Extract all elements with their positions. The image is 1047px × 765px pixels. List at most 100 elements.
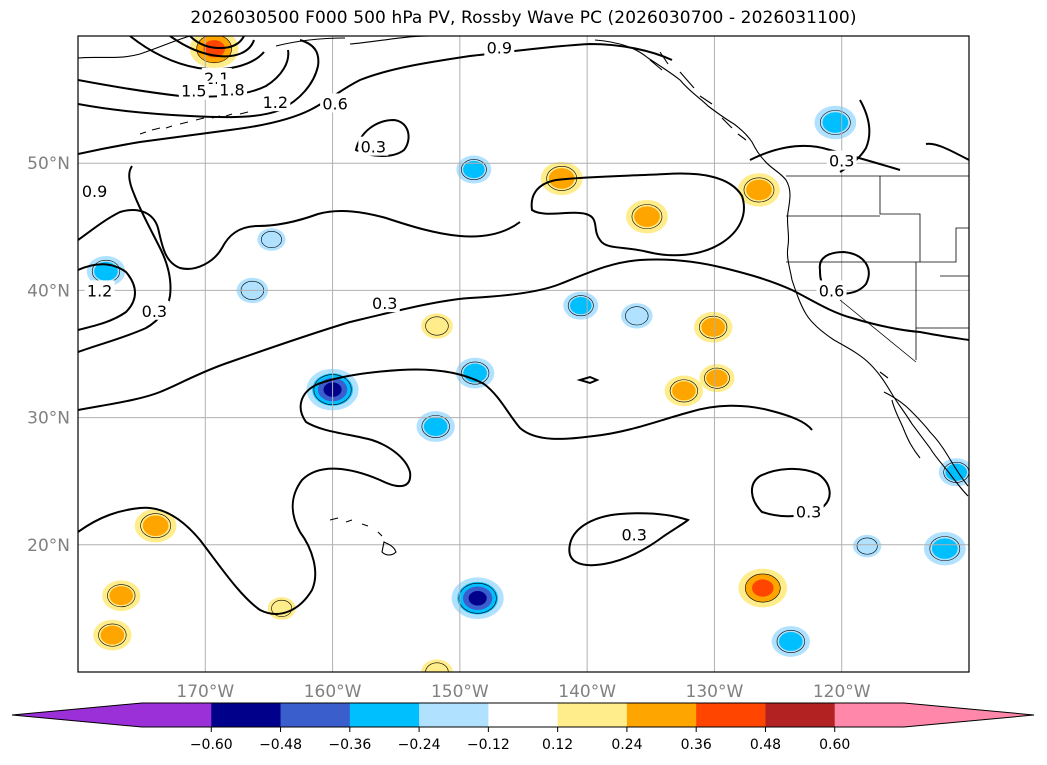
contour-label-bg: [217, 79, 248, 99]
anomaly-level: [463, 160, 485, 179]
anomaly-blob: [853, 534, 882, 558]
map-gridlines: [78, 36, 969, 672]
anomaly-blob: [664, 375, 704, 407]
anomaly-level: [746, 179, 772, 201]
colorbar-tick-label: 0.24: [611, 737, 642, 753]
colorbar-extend-under: [12, 703, 142, 727]
contour-label: 1.2: [87, 281, 112, 300]
anomaly-blob: [455, 357, 495, 389]
anomaly-outline: [625, 306, 649, 326]
anomaly-blob: [563, 291, 599, 320]
anomaly-level: [423, 417, 448, 436]
colorbar-cell: [488, 703, 559, 727]
anomaly-outline: [458, 582, 497, 614]
contour-label: 0.9: [82, 182, 107, 201]
lat-tick-label: 40°N: [27, 281, 70, 301]
anomaly-blob: [421, 313, 453, 339]
contour-label: 0.3: [372, 294, 397, 313]
colorbar-outline: [11, 702, 1035, 728]
anomaly-blob: [93, 619, 132, 651]
anomaly-level: [109, 586, 134, 606]
contour-label-bg: [139, 300, 170, 320]
anomaly-level: [751, 579, 774, 597]
anomaly-level: [142, 515, 169, 537]
anomaly-blob: [620, 303, 653, 329]
colorbar-tick-label: −0.24: [398, 737, 441, 753]
contour-label: 1.5: [181, 82, 206, 101]
colorbar-cell: [765, 703, 836, 727]
colorbar-cell: [280, 703, 351, 727]
colorbar-tick-label: −0.60: [190, 737, 233, 753]
anomaly-level: [931, 538, 958, 559]
anomaly-level: [94, 261, 118, 281]
anomaly-blob: [416, 411, 455, 442]
colorbar-cell: [696, 703, 766, 727]
colorbar-cell: [626, 703, 697, 727]
anomaly-outline: [704, 367, 730, 389]
colorbar-cell: [142, 703, 212, 727]
contour-0.3-subtropical-loop: [568, 512, 690, 567]
plot-frame: [77, 35, 970, 673]
contour-north-rings: [78, 36, 320, 119]
contour-label: 0.3: [142, 302, 167, 321]
anomaly-outline: [745, 573, 781, 603]
contour-label: 0.6: [322, 94, 347, 113]
colorbar-cell: [834, 703, 905, 727]
anomaly-level: [620, 303, 653, 329]
anomaly-outline: [776, 630, 805, 653]
contour-label-bg: [260, 92, 291, 112]
anomaly-outline: [107, 584, 136, 608]
contour-label-bg: [79, 181, 110, 201]
lon-tick-label: 160°W: [304, 682, 362, 702]
political-borders: [786, 175, 969, 363]
colorbar-tick-label: 0.48: [750, 737, 781, 753]
contour-labels: 0.92.11.5 1.81.2 0.60.30.30.91.20.3 0.30.60…: [79, 37, 857, 545]
anomaly-outline: [460, 159, 487, 181]
contour-label: 0.6: [819, 281, 844, 300]
anomaly-level: [570, 297, 592, 315]
anomaly-level: [822, 112, 849, 133]
anomaly-blob: [134, 508, 177, 543]
contour-label: 0.3: [622, 526, 647, 545]
anomaly-outline: [567, 295, 594, 317]
coastline-baja-gulf: [883, 391, 969, 487]
lat-tick-label: 20°N: [27, 536, 70, 556]
anomaly-outline: [743, 177, 775, 203]
anomaly-level: [672, 381, 696, 401]
colorbar-tick-label: 0.12: [542, 737, 573, 753]
contour-label-bg: [826, 150, 857, 170]
anomaly-level: [421, 313, 453, 339]
anomaly-blob: [699, 364, 735, 393]
contour-label-bg: [816, 280, 847, 300]
colorbar-cell: [349, 703, 420, 727]
anomaly-outline: [271, 599, 293, 617]
coastline-north-america-west: [763, 159, 969, 497]
chart-title: 2026030500 F000 500 hPa PV, Rossby Wave …: [190, 8, 857, 28]
anomaly-outline: [669, 379, 699, 403]
anomaly-level: [468, 590, 487, 606]
anomaly-level: [701, 317, 725, 337]
anomaly-blob: [938, 458, 969, 487]
lon-tick-label: 150°W: [431, 682, 489, 702]
pv-anomaly-shading: [86, 36, 969, 672]
anomaly-outline: [820, 110, 851, 135]
anomaly-blob: [102, 580, 141, 612]
colorbar-tick-label: 0.36: [681, 737, 712, 753]
colorbar-cell: [419, 703, 489, 727]
colorbar-tick-label: 0.60: [819, 737, 850, 753]
anomaly-blob: [771, 626, 810, 657]
contour-label: 1.8: [219, 80, 244, 99]
lat-tick-label: 30°N: [27, 409, 70, 429]
contour-small-ring: [576, 375, 600, 385]
coastlines: [78, 36, 969, 556]
anomaly-blob: [456, 155, 492, 184]
colorbar-tick-label: −0.12: [467, 737, 510, 753]
anomaly-blob: [738, 173, 780, 207]
anomaly-outline: [425, 316, 449, 336]
anomaly-outline: [98, 623, 127, 647]
colorbar: −0.60 −0.48 −0.36 −0.24 −0.12 0.12 0.24 0.36 0.4…: [11, 702, 1035, 753]
anomaly-outline: [421, 415, 450, 438]
lat-tick-label: 50°N: [27, 154, 70, 174]
contour-label: 1.2: [263, 93, 288, 112]
